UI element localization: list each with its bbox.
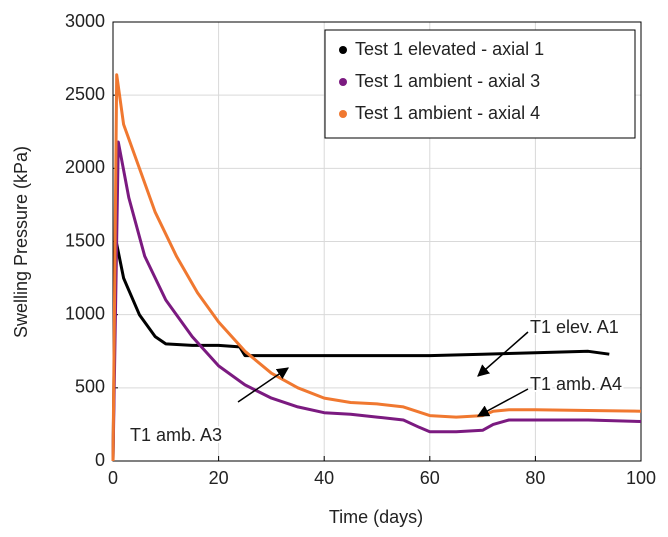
x-axis-label: Time (days)	[329, 507, 423, 527]
legend-marker	[339, 46, 347, 54]
series-line	[111, 140, 642, 462]
y-tick-label: 1500	[65, 230, 105, 250]
y-tick-label: 3000	[65, 11, 105, 31]
y-tick-label: 0	[95, 450, 105, 470]
annotation-arrow	[237, 367, 289, 403]
plot-frame	[112, 21, 642, 462]
annotation-arrow	[476, 388, 529, 417]
legend-label: Test 1 elevated - axial 1	[355, 39, 544, 59]
y-axis-label: Swelling Pressure (kPa)	[11, 146, 31, 338]
legend-label: Test 1 ambient - axial 3	[355, 71, 540, 91]
legend-marker	[339, 110, 347, 118]
x-tick-label: 100	[626, 468, 656, 488]
legend-box	[324, 29, 636, 139]
x-tick-label: 40	[314, 468, 334, 488]
y-tick-label: 500	[75, 377, 105, 397]
legend-label: Test 1 ambient - axial 4	[355, 103, 540, 123]
annotation-arrow	[477, 331, 529, 377]
annotation: T1 elev. A1	[530, 317, 619, 337]
y-tick-label: 1000	[65, 303, 105, 323]
x-tick-label: 0	[108, 468, 118, 488]
series-line	[111, 73, 642, 462]
y-tick-label: 2500	[65, 84, 105, 104]
y-tick-label: 2000	[65, 157, 105, 177]
annotation: T1 amb. A3	[130, 425, 222, 445]
annotation: T1 amb. A4	[530, 374, 622, 394]
x-tick-label: 60	[420, 468, 440, 488]
legend-marker	[339, 78, 347, 86]
x-tick-label: 80	[525, 468, 545, 488]
x-tick-label: 20	[209, 468, 229, 488]
series-line	[111, 237, 610, 462]
